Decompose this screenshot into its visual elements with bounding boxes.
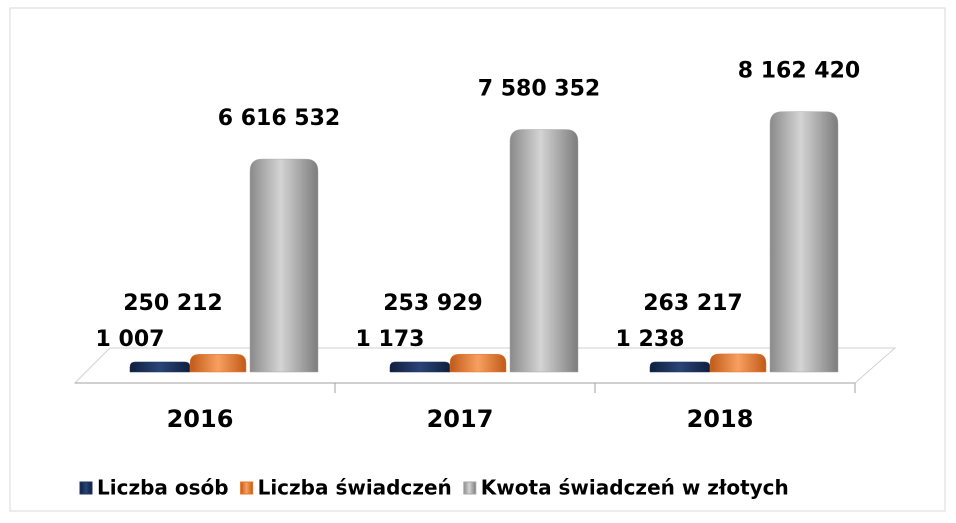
bar bbox=[769, 111, 839, 373]
legend-label: Liczba osób bbox=[97, 476, 229, 500]
data-label: 1 238 bbox=[616, 327, 685, 352]
bar bbox=[189, 354, 247, 373]
legend-marker bbox=[240, 481, 254, 495]
x-tick-label: 2018 bbox=[687, 405, 754, 433]
x-tick-label: 2016 bbox=[167, 405, 234, 433]
data-label: 1 173 bbox=[356, 327, 425, 352]
bar bbox=[249, 158, 319, 373]
bar bbox=[709, 353, 767, 373]
data-label: 1 007 bbox=[96, 327, 165, 352]
bar bbox=[649, 361, 711, 373]
bar bbox=[449, 353, 507, 373]
legend-marker bbox=[463, 481, 477, 495]
bar bbox=[509, 129, 579, 373]
bar bbox=[129, 361, 191, 373]
data-label: 7 580 352 bbox=[478, 77, 600, 102]
bar bbox=[389, 361, 451, 373]
data-label: 6 616 532 bbox=[218, 106, 340, 131]
legend-label: Liczba świadczeń bbox=[258, 476, 452, 500]
legend-marker bbox=[79, 481, 93, 495]
data-label: 253 929 bbox=[383, 291, 483, 316]
frame bbox=[9, 7, 946, 512]
data-label: 8 162 420 bbox=[738, 59, 860, 84]
x-tick-label: 2017 bbox=[427, 405, 494, 433]
legend-label: Kwota świadczeń w złotych bbox=[481, 476, 789, 500]
data-label: 263 217 bbox=[643, 291, 743, 316]
data-label: 250 212 bbox=[123, 291, 223, 316]
